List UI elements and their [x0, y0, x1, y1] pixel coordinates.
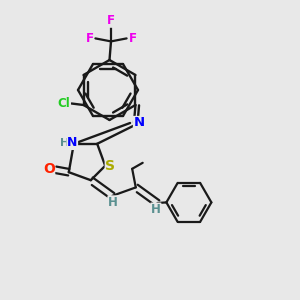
Text: H: H — [151, 203, 161, 216]
Text: F: F — [129, 32, 136, 45]
Text: H: H — [108, 196, 118, 209]
Text: N: N — [134, 116, 145, 130]
Text: F: F — [85, 32, 93, 45]
Text: Cl: Cl — [58, 97, 70, 110]
Text: S: S — [105, 159, 115, 173]
Text: O: O — [43, 162, 55, 176]
Text: F: F — [107, 14, 115, 27]
Text: N: N — [67, 136, 77, 149]
Text: H: H — [60, 138, 69, 148]
